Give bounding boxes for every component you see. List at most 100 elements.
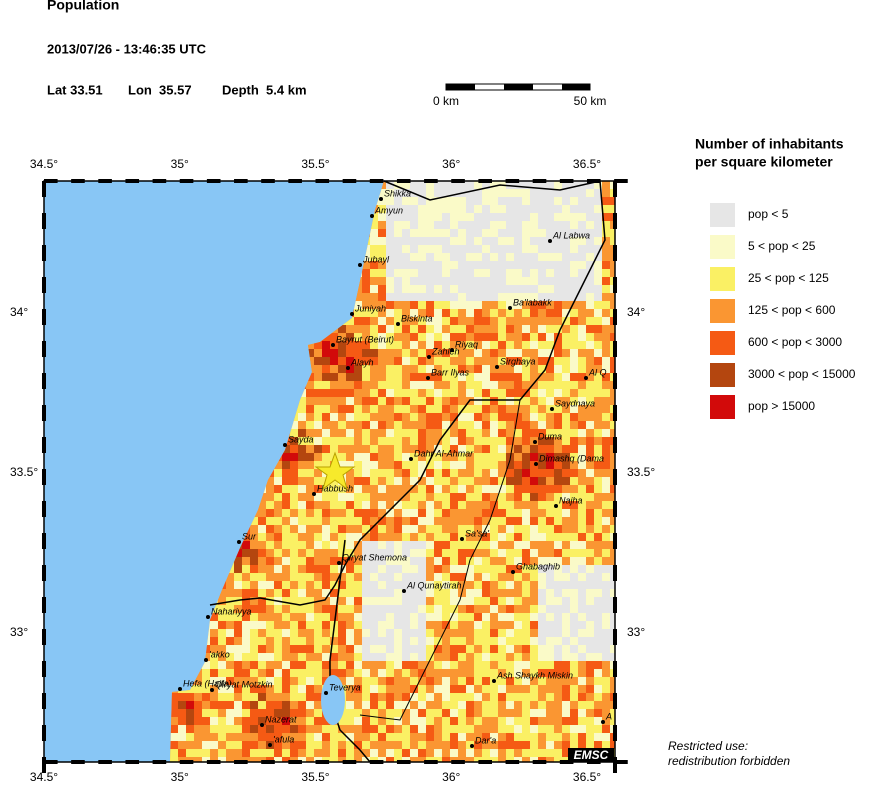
raster-cell <box>450 357 458 365</box>
raster-cell <box>538 653 546 661</box>
raster-cell <box>474 197 482 205</box>
raster-cell <box>514 349 522 357</box>
raster-cell <box>314 349 322 357</box>
raster-cell <box>586 637 594 645</box>
raster-cell <box>346 693 354 701</box>
raster-cell <box>434 405 442 413</box>
raster-cell <box>450 629 458 637</box>
raster-cell <box>426 637 434 645</box>
raster-cell <box>546 277 554 285</box>
raster-cell <box>290 677 298 685</box>
raster-cell <box>434 293 442 301</box>
frame-dash <box>613 405 617 421</box>
raster-cell <box>450 413 458 421</box>
raster-cell <box>466 205 474 213</box>
raster-cell <box>362 421 370 429</box>
raster-cell <box>506 221 514 229</box>
raster-cell <box>338 573 346 581</box>
raster-cell <box>498 605 506 613</box>
raster-cell <box>322 557 330 565</box>
raster-cell <box>490 317 498 325</box>
raster-cell <box>570 725 578 733</box>
raster-cell <box>362 509 370 517</box>
raster-cell <box>610 565 615 573</box>
raster-cell <box>546 685 554 693</box>
raster-cell <box>330 525 338 533</box>
raster-cell <box>346 669 354 677</box>
raster-cell <box>370 565 378 573</box>
raster-cell <box>362 429 370 437</box>
raster-cell <box>354 517 362 525</box>
raster-cell <box>362 309 370 317</box>
raster-cell <box>530 181 538 189</box>
raster-cell <box>490 693 498 701</box>
raster-cell <box>570 461 578 469</box>
raster-cell <box>418 509 426 517</box>
raster-cell <box>554 477 562 485</box>
raster-cell <box>322 533 330 541</box>
raster-cell <box>482 333 490 341</box>
raster-cell <box>370 701 378 709</box>
raster-cell <box>506 581 514 589</box>
raster-cell <box>514 517 522 525</box>
raster-cell <box>338 645 346 653</box>
raster-cell <box>554 253 562 261</box>
raster-cell <box>522 229 530 237</box>
raster-cell <box>426 261 434 269</box>
raster-cell <box>450 477 458 485</box>
raster-cell <box>610 629 615 637</box>
raster-cell <box>578 253 586 261</box>
raster-cell <box>386 613 394 621</box>
raster-cell <box>530 205 538 213</box>
raster-cell <box>562 381 570 389</box>
raster-cell <box>210 725 218 733</box>
raster-cell <box>394 269 402 277</box>
raster-cell <box>458 277 466 285</box>
raster-cell <box>274 685 282 693</box>
raster-cell <box>378 685 386 693</box>
raster-cell <box>242 645 250 653</box>
raster-cell <box>610 597 615 605</box>
raster-cell <box>354 565 362 573</box>
raster-cell <box>354 677 362 685</box>
raster-cell <box>266 581 274 589</box>
raster-cell <box>378 645 386 653</box>
city-label: Ghabaghib <box>516 561 560 571</box>
raster-cell <box>474 189 482 197</box>
raster-cell <box>546 757 554 762</box>
raster-cell <box>378 629 386 637</box>
raster-cell <box>378 229 386 237</box>
raster-cell <box>546 613 554 621</box>
raster-cell <box>418 693 426 701</box>
raster-cell <box>450 437 458 445</box>
raster-cell <box>402 309 410 317</box>
raster-cell <box>522 613 530 621</box>
raster-cell <box>578 373 586 381</box>
raster-cell <box>506 677 514 685</box>
raster-cell <box>426 181 434 189</box>
raster-cell <box>498 741 506 749</box>
raster-cell <box>586 221 594 229</box>
raster-cell <box>474 213 482 221</box>
raster-cell <box>202 733 210 741</box>
raster-cell <box>570 621 578 629</box>
raster-cell <box>290 645 298 653</box>
raster-cell <box>378 221 386 229</box>
raster-cell <box>410 389 418 397</box>
raster-cell <box>482 357 490 365</box>
raster-cell <box>418 613 426 621</box>
raster-cell <box>458 341 466 349</box>
frame-dash <box>98 179 112 183</box>
raster-cell <box>386 333 394 341</box>
frame-dash <box>613 565 617 581</box>
raster-cell <box>418 421 426 429</box>
raster-cell <box>562 309 570 317</box>
frame-dash <box>505 760 520 764</box>
raster-cell <box>450 461 458 469</box>
raster-cell <box>522 285 530 293</box>
raster-cell <box>378 477 386 485</box>
raster-cell <box>410 629 418 637</box>
raster-cell <box>458 493 466 501</box>
raster-cell <box>554 469 562 477</box>
raster-cell <box>410 429 418 437</box>
